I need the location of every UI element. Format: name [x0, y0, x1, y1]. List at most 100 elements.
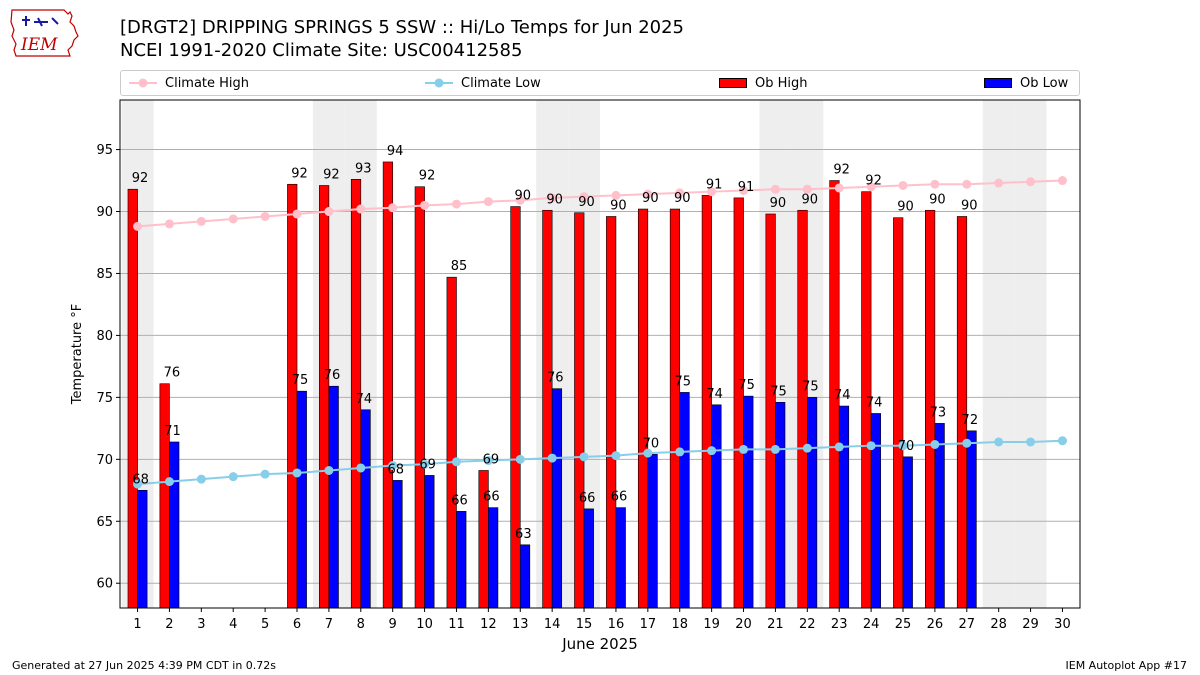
ob-low-bar-day-13: [519, 544, 531, 609]
legend-label-climate-high: Climate High: [165, 75, 250, 91]
logo-text: IEM: [20, 35, 58, 55]
footer-app-id: IEM Autoplot App #17: [1065, 659, 1188, 672]
ob-high-label-day-14: 90: [546, 192, 563, 207]
ob-high-label-day-18: 90: [674, 191, 691, 206]
ob-low-bar-day-26: [934, 423, 945, 609]
ob-high-label-day-2: 76: [164, 366, 181, 381]
climate-low-point-day-8: [356, 463, 366, 473]
climate-high-point-day-6: [292, 209, 302, 219]
ob-low-label-day-14: 76: [547, 371, 564, 386]
climate-low-point-day-20: [739, 444, 749, 454]
ob-high-label-day-15: 90: [578, 195, 595, 210]
x-tick-label-25: 25: [895, 617, 912, 632]
ob-low-bar-day-25: [902, 456, 913, 609]
climate-low-point-day-7: [324, 465, 334, 475]
ob-low-bar-day-15: [583, 508, 594, 609]
climate-high-point-day-17: [643, 189, 653, 199]
ob-low-label-day-7: 76: [324, 368, 341, 383]
ob-high-bar-day-25: [893, 217, 904, 609]
ob-low-bar-day-16: [615, 507, 626, 609]
weekend-shade-day-28: [982, 100, 1015, 608]
ob-low-label-day-22: 75: [802, 379, 819, 394]
ob-low-bar-day-19: [711, 404, 722, 609]
climate-low-point-day-24: [866, 441, 876, 451]
climate-low-point-day-6: [292, 468, 302, 478]
climate-high-point-day-4: [228, 214, 238, 224]
ob-high-bar-day-14: [542, 209, 553, 609]
climate-high-point-day-22: [802, 184, 812, 194]
climate-high-point-day-15: [579, 192, 589, 202]
climate-low-point-day-27: [962, 438, 972, 448]
ob-low-label-day-20: 75: [738, 378, 755, 393]
ob-low-bar-day-23: [838, 405, 850, 609]
x-tick-label-8: 8: [357, 617, 365, 632]
ob-high-bar-day-18: [669, 208, 681, 609]
x-tick-label-7: 7: [325, 617, 333, 632]
climate-high-point-day-10: [420, 200, 430, 210]
climate-high-point-day-5: [260, 211, 270, 221]
ob-high-label-day-8: 93: [355, 161, 372, 176]
ob-low-label-day-9: 68: [387, 462, 404, 477]
ob-high-bar-day-1: [127, 188, 138, 609]
legend: Climate High Climate Low Ob High Ob Low: [120, 70, 1080, 96]
climate-high-point-day-12: [483, 197, 493, 207]
plot-frame: [119, 99, 1081, 609]
x-tick-label-30: 30: [1054, 617, 1071, 632]
ob-high-bar-day-21: [765, 213, 776, 609]
climate-low-point-day-19: [707, 446, 717, 456]
climate-low-point-day-26: [930, 439, 940, 449]
climate-low-point-day-13: [515, 454, 525, 464]
ob-high-label-day-24: 92: [865, 174, 882, 189]
x-tick-label-5: 5: [261, 617, 269, 632]
ob-low-bar-day-12: [488, 507, 499, 609]
ob-low-label-day-19: 74: [706, 387, 723, 402]
climate-low-point-day-30: [1057, 436, 1067, 446]
climate-low-point-day-16: [611, 451, 621, 461]
climate-low-point-day-12: [483, 456, 493, 466]
ob-low-bar-day-11: [456, 511, 467, 609]
ob-low-bar-day-2: [169, 441, 180, 609]
ob-low-bar-day-14: [551, 388, 563, 609]
climate-high-point-day-1: [133, 221, 143, 231]
ob-high-label-day-17: 90: [642, 191, 659, 206]
climate-low-point-day-1: [133, 479, 143, 489]
climate-low-point-day-29: [1026, 437, 1036, 447]
ob-high-label-day-19: 91: [706, 177, 723, 192]
climate-low-point-day-11: [451, 457, 461, 467]
climate-high-point-day-29: [1026, 177, 1036, 187]
ob-low-swatch-icon: [984, 78, 1012, 88]
x-tick-label-23: 23: [831, 617, 848, 632]
x-tick-label-14: 14: [544, 617, 561, 632]
climate-low-point-day-17: [643, 448, 653, 458]
climate-high-point-day-13: [515, 195, 525, 205]
x-tick-label-13: 13: [512, 617, 529, 632]
y-tick-label-85: 85: [96, 267, 113, 282]
ob-high-swatch-icon: [719, 78, 747, 88]
x-tick-label-17: 17: [640, 617, 657, 632]
ob-low-bar-day-9: [392, 480, 403, 609]
ob-low-bar-day-6: [296, 390, 307, 609]
climate-low-point-day-3: [196, 474, 206, 484]
ob-high-label-day-25: 90: [897, 200, 914, 215]
chart-title: [DRGT2] DRIPPING SPRINGS 5 SSW :: Hi/Lo …: [120, 17, 685, 38]
ob-low-label-day-13: 63: [515, 527, 532, 542]
ob-low-label-day-6: 75: [292, 373, 309, 388]
climate-high-swatch-icon: [129, 78, 157, 88]
climate-low-point-day-15: [579, 452, 589, 462]
climate-high-point-day-14: [547, 193, 557, 203]
x-tick-label-2: 2: [165, 617, 173, 632]
footer-generated: Generated at 27 Jun 2025 4:39 PM CDT in …: [12, 659, 277, 672]
y-tick-label-60: 60: [96, 577, 113, 592]
climate-low-point-day-23: [834, 442, 844, 452]
x-tick-label-18: 18: [671, 617, 688, 632]
ob-low-label-day-15: 66: [579, 491, 596, 506]
ob-low-label-day-2: 71: [164, 424, 181, 439]
ob-low-bar-day-20: [743, 395, 754, 609]
ob-high-bar-day-17: [637, 208, 649, 609]
x-tick-label-27: 27: [959, 617, 976, 632]
x-tick-label-12: 12: [480, 617, 497, 632]
climate-low-point-day-2: [164, 477, 174, 487]
weekend-shade-day-29: [1014, 100, 1047, 608]
ob-high-label-day-13: 90: [514, 189, 531, 204]
ob-high-label-day-9: 94: [387, 144, 404, 159]
